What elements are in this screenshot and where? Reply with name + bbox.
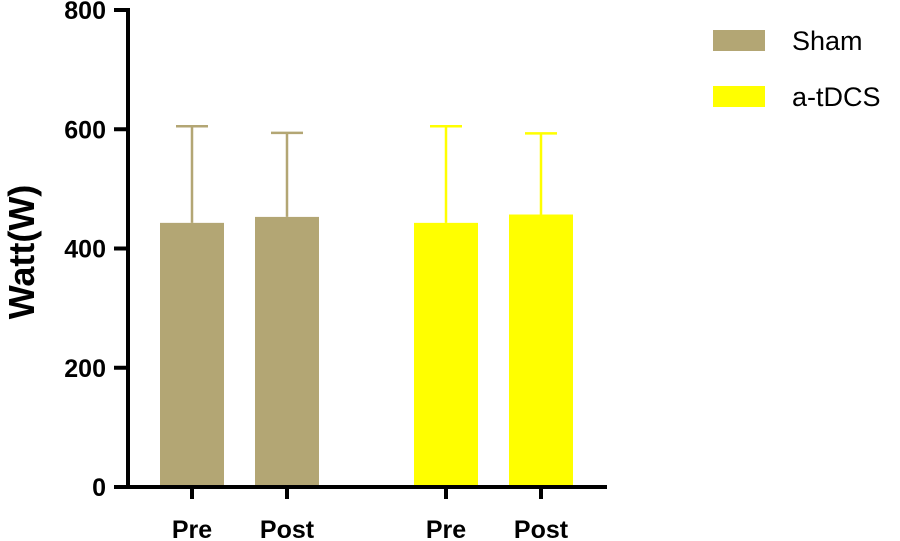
y-tick-label-600: 600	[64, 116, 106, 144]
legend-label-sham: Sham	[792, 26, 863, 56]
axes-layer: Pre Post Pre Post 0 200 400 600 800	[64, 0, 607, 541]
bar-sham-post	[255, 216, 319, 487]
legend-swatch-a-tdcs	[713, 86, 765, 107]
x-tick-label-sham-pre: Pre	[172, 516, 212, 541]
y-tick-label-0: 0	[92, 474, 106, 502]
y-axis-label: Watt(W)	[1, 185, 42, 320]
x-tick-label-a-tdcs-post: Post	[514, 516, 569, 541]
legend: Sham a-tDCS	[713, 26, 881, 112]
legend-label-a-tdcs: a-tDCS	[792, 82, 881, 112]
bar-a-tdcs-post	[509, 214, 573, 488]
x-tick-label-a-tdcs-pre: Pre	[426, 516, 466, 541]
bars-layer	[160, 125, 573, 488]
y-tick-label-800: 800	[64, 0, 106, 25]
bar-a-tdcs-pre	[414, 222, 478, 487]
legend-swatch-sham	[713, 30, 765, 51]
x-tick-label-sham-post: Post	[260, 516, 315, 541]
y-tick-label-400: 400	[64, 236, 106, 264]
y-tick-label-200: 200	[64, 355, 106, 383]
bar-sham-pre	[160, 222, 224, 487]
